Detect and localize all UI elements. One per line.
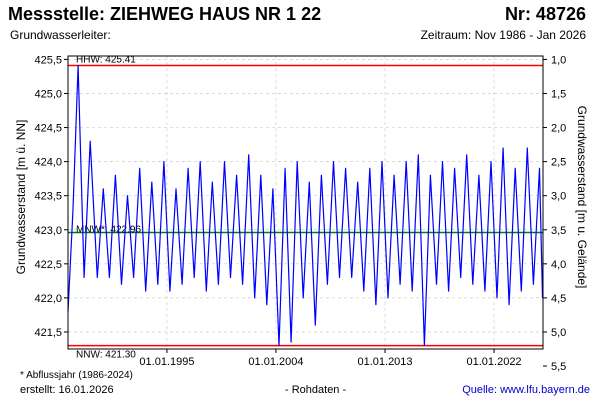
y-tick-label: 425,5 xyxy=(34,54,62,66)
y-tick-label: 422,5 xyxy=(34,259,62,271)
aquifer-label: Grundwasserleiter: xyxy=(10,28,111,42)
y-tick-label: 424,5 xyxy=(34,123,62,135)
hydrological-year-note: * Abflussjahr (1986-2024) xyxy=(20,370,133,381)
y-tick-label: 424,0 xyxy=(34,157,62,169)
x-tick-label: 01.01.2022 xyxy=(467,356,522,368)
y2-tick-label: 4,5 xyxy=(551,293,566,305)
created-date: erstellt: 16.01.2026 xyxy=(20,384,114,396)
y2-tick-label: 4,0 xyxy=(551,259,566,271)
nnw-label: NNW: 421.30 xyxy=(76,350,136,361)
chart-grid xyxy=(68,56,543,349)
y2-tick-label: 3,5 xyxy=(551,225,566,237)
y2-tick-label: 5,0 xyxy=(551,327,566,339)
source-link[interactable]: www.lfu.bayern.de xyxy=(500,384,590,396)
station-number: Nr: 48726 xyxy=(504,4,586,24)
source-prefix: Quelle: xyxy=(462,384,501,396)
y-tick-label: 423,0 xyxy=(34,225,62,237)
series-layer xyxy=(67,64,544,347)
period-label: Zeitraum: Nov 1986 - Jan 2026 xyxy=(420,28,586,42)
y2-tick-label: 5,5 xyxy=(551,361,566,373)
y-axis-label: Grundwasserstand [m ü. NN] xyxy=(14,120,28,275)
mnw-label: MNW*: 422.96 xyxy=(76,224,141,235)
y-tick-label: 425,0 xyxy=(34,88,62,100)
left-axis-ticks: 421,5 422,0 422,5 423,0 423,5 424,0 424,5 425,0… xyxy=(34,54,68,339)
y-tick-label: 421,5 xyxy=(34,327,62,339)
reference-lines: HHW: 425.41 MNW*: 422.96 NNW: 421.30 xyxy=(68,55,543,361)
source-text: Quelle: www.lfu.bayern.de xyxy=(462,384,590,396)
y2-tick-label: 1,0 xyxy=(551,54,566,66)
y-tick-label: 423,5 xyxy=(34,191,62,203)
raw-data-label: - Rohdaten - xyxy=(285,384,347,396)
plot-frame xyxy=(67,55,544,350)
y-tick-label: 422,0 xyxy=(34,293,62,305)
x-tick-label: 01.01.2004 xyxy=(248,356,303,368)
y2-tick-label: 1,5 xyxy=(551,88,566,100)
y2-axis-label: Grundwasserstand [m u. Gelände] xyxy=(575,106,589,289)
y2-tick-label: 3,0 xyxy=(551,191,566,203)
x-tick-label: 01.01.2013 xyxy=(357,356,412,368)
x-tick-label: 01.01.1995 xyxy=(139,356,194,368)
x-axis-ticks: 01.01.1995 01.01.2004 01.01.2013 01.01.2022 xyxy=(139,349,522,368)
groundwater-level-series xyxy=(67,64,544,347)
station-title: Messstelle: ZIEHWEG HAUS NR 1 22 xyxy=(8,4,322,24)
hhw-label: HHW: 425.41 xyxy=(76,55,136,66)
y2-tick-label: 2,5 xyxy=(551,157,566,169)
right-axis-ticks: 1,0 1,5 2,0 2,5 3,0 3,5 4,0 4,5 5,0 5,5 xyxy=(543,54,566,373)
y2-tick-label: 2,0 xyxy=(551,123,566,135)
